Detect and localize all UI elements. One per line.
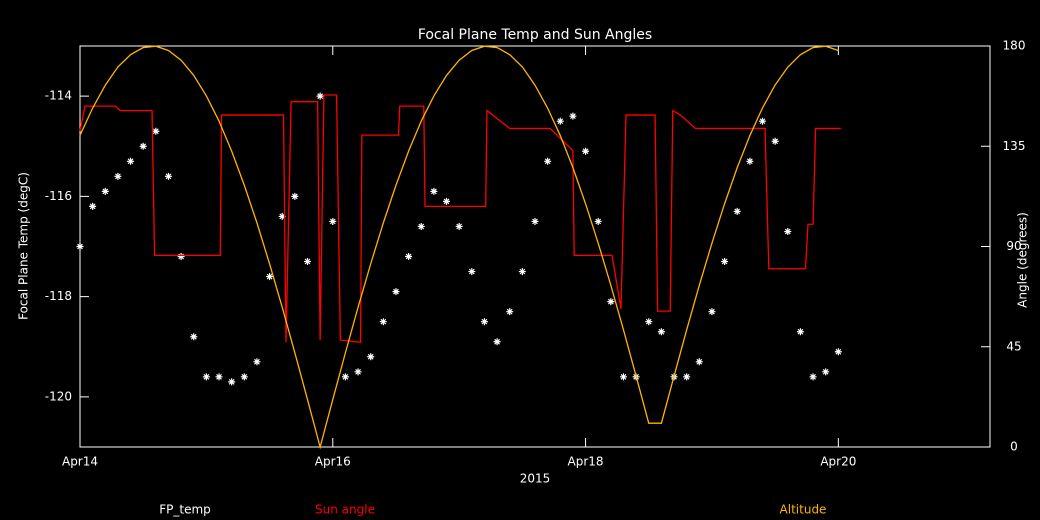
y2-tick-label: 180 <box>1003 39 1026 53</box>
y2-tick-label: 45 <box>1006 339 1021 353</box>
data-point <box>329 217 337 225</box>
chart-title: Focal Plane Temp and Sun Angles <box>418 27 652 43</box>
data-point <box>405 253 413 261</box>
data-point <box>443 197 451 205</box>
data-point <box>114 172 122 180</box>
data-point <box>127 157 135 165</box>
legend-entry: Altitude <box>780 503 827 517</box>
data-point <box>657 328 665 336</box>
data-point <box>506 308 514 316</box>
data-point <box>354 368 362 376</box>
data-point <box>89 202 97 210</box>
data-line <box>79 94 841 344</box>
x-tick-label: Apr16 <box>315 455 351 469</box>
data-point <box>240 373 248 381</box>
data-point <box>164 172 172 180</box>
data-point <box>417 222 425 230</box>
data-point <box>759 117 766 125</box>
y2-tick-label: 135 <box>1003 139 1026 153</box>
data-point <box>518 268 526 276</box>
data-line <box>79 45 839 450</box>
data-point <box>721 258 729 266</box>
y2-tick-label: 0 <box>1010 440 1018 454</box>
data-point <box>341 373 349 381</box>
x-axis-label: 2015 <box>520 472 551 486</box>
data-point <box>796 328 804 336</box>
data-point <box>695 358 703 366</box>
data-point <box>392 288 400 296</box>
data-point <box>430 187 438 195</box>
data-point <box>177 253 185 261</box>
data-point <box>569 112 577 120</box>
data-point <box>379 318 387 326</box>
data-point <box>544 157 552 165</box>
y-tick-label: -116 <box>45 189 72 203</box>
data-point <box>367 353 375 361</box>
data-point <box>215 373 223 381</box>
data-point <box>493 338 501 346</box>
data-point <box>266 273 274 281</box>
data-point <box>480 318 488 326</box>
data-point <box>683 373 691 381</box>
legend-entry: Sun angle <box>315 503 375 517</box>
data-point <box>190 333 198 341</box>
data-point <box>746 157 754 165</box>
data-point <box>278 212 286 220</box>
data-point <box>152 127 160 135</box>
data-point <box>607 298 615 306</box>
x-tick-label: Apr14 <box>62 455 98 469</box>
y-tick-label: -118 <box>45 289 72 303</box>
data-point <box>784 227 792 235</box>
legend-entry: FP_temp <box>159 503 211 517</box>
data-point <box>645 318 653 326</box>
y-tick-label: -114 <box>45 89 72 103</box>
data-point <box>253 358 261 366</box>
data-point <box>822 368 830 376</box>
plot-frame <box>79 45 991 448</box>
data-point <box>468 268 476 276</box>
y2-tick-label: 90 <box>1006 239 1021 253</box>
data-point <box>202 373 210 381</box>
data-point <box>455 222 463 230</box>
data-point <box>809 373 817 381</box>
data-point <box>101 187 109 195</box>
data-point <box>834 348 842 356</box>
data-point <box>291 192 299 200</box>
x-tick-label: Apr18 <box>568 455 604 469</box>
y2-axis-label: Angle (degrees) <box>1016 212 1030 308</box>
data-point <box>304 258 311 266</box>
data-point <box>139 142 147 150</box>
data-point <box>708 308 716 316</box>
data-point <box>582 147 590 155</box>
y-tick-label: -120 <box>45 389 72 403</box>
data-point <box>531 217 539 225</box>
data-point <box>619 373 627 381</box>
data-point <box>733 207 741 215</box>
data-point <box>76 243 84 250</box>
x-tick-label: Apr20 <box>820 455 856 469</box>
y-axis-label: Focal Plane Temp (degC) <box>17 172 31 320</box>
data-point <box>228 378 236 386</box>
data-point <box>556 117 564 125</box>
data-point <box>316 92 324 100</box>
data-point <box>771 137 779 145</box>
data-point <box>594 217 602 225</box>
